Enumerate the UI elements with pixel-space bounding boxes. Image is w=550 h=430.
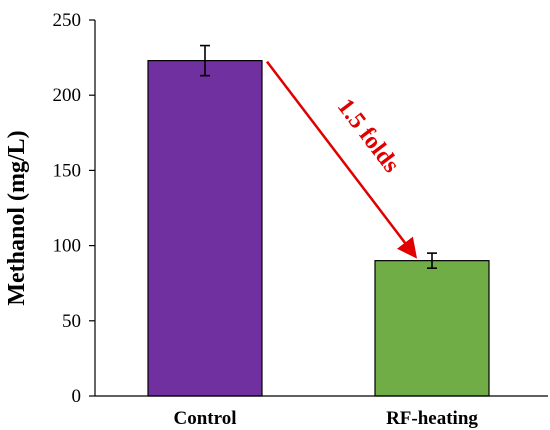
annotation-label: 1.5 folds bbox=[332, 94, 404, 178]
bar-control bbox=[147, 60, 263, 397]
y-tick-label: 100 bbox=[53, 236, 82, 257]
bar-rf-heating bbox=[374, 260, 490, 397]
annotation-arrow bbox=[266, 60, 418, 259]
y-axis-title: Methanol (mg/L) bbox=[4, 130, 30, 305]
y-tick-label: 200 bbox=[53, 85, 82, 106]
x-category-label: Control bbox=[174, 408, 237, 429]
y-tick-label: 150 bbox=[53, 160, 82, 181]
y-tick-label: 250 bbox=[53, 10, 82, 31]
x-category-label: RF-heating bbox=[386, 408, 478, 429]
y-tick-label: 50 bbox=[62, 311, 81, 332]
y-tick-label: 0 bbox=[72, 386, 82, 407]
